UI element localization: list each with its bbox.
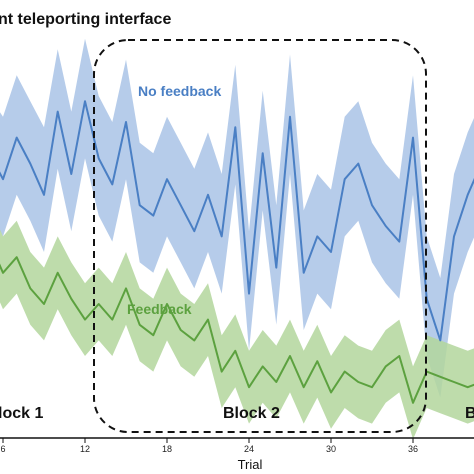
no-feedback-line	[0, 100, 474, 342]
x-tick-label: 36	[408, 444, 418, 454]
chart-title: nt teleporting interface	[0, 11, 171, 28]
x-tick-label: 18	[162, 444, 172, 454]
block-1-label: lock 1	[0, 405, 43, 422]
x-axis-label: Trial	[238, 457, 263, 472]
x-tick-label: 30	[326, 444, 336, 454]
feedback-line	[0, 256, 474, 404]
confidence-bands	[0, 38, 474, 440]
block-2-box	[93, 39, 427, 433]
x-tick-label: 24	[244, 444, 254, 454]
series-lines	[0, 100, 474, 404]
legend-feedback: Feedback	[127, 301, 192, 317]
x-axis-ticks: 6 12 18 24 30 36	[0, 438, 418, 454]
legend-no-feedback: No feedback	[138, 83, 221, 99]
block-2-label: Block 2	[223, 405, 280, 422]
no-feedback-ci-band	[0, 38, 474, 398]
feedback-ci-band	[0, 220, 474, 440]
x-tick-label: 6	[0, 444, 5, 454]
x-tick-label: 12	[80, 444, 90, 454]
block-3-label: B	[465, 405, 474, 422]
